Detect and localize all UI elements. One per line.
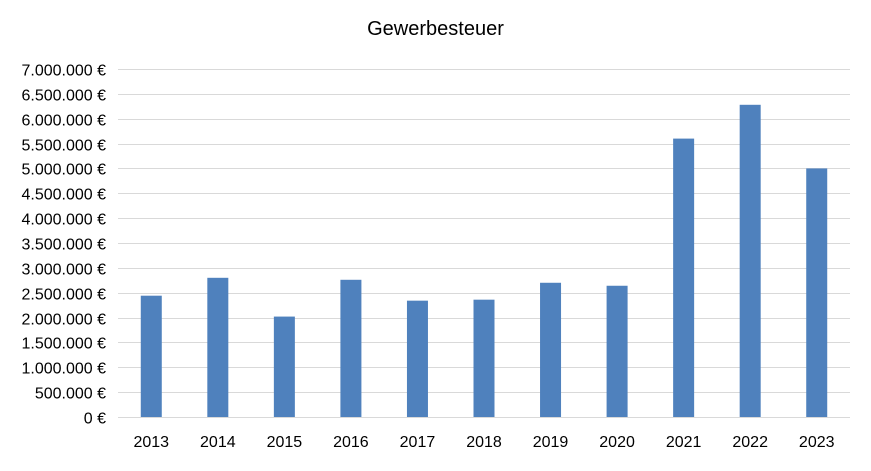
bar-2015: [273, 316, 295, 417]
bar-2019: [540, 282, 562, 417]
y-tick-label: 5.000.000 €: [21, 162, 106, 179]
x-tick-label: 2017: [400, 434, 436, 451]
y-tick-label: 6.500.000 €: [21, 88, 106, 105]
x-tick-label: 2022: [732, 434, 768, 451]
y-axis-tick-labels: 0 € 500.000 € 1.000.000 € 1.500.000 € 2.000.…: [21, 63, 106, 428]
y-tick-label: 7.000.000 €: [21, 63, 106, 80]
x-tick-label: 2021: [666, 434, 702, 451]
y-tick-label: 2.500.000 €: [21, 287, 106, 304]
bar-2017: [406, 300, 428, 417]
bar-2018: [473, 299, 495, 417]
x-tick-label: 2014: [200, 434, 236, 451]
x-tick-label: 2020: [599, 434, 635, 451]
x-tick-label: 2016: [333, 434, 369, 451]
chart-title: Gewerbesteuer: [367, 18, 504, 40]
y-tick-label: 1.500.000 €: [21, 336, 106, 353]
y-tick-label: 2.000.000 €: [21, 312, 106, 329]
y-tick-label: 4.500.000 €: [21, 187, 106, 204]
x-tick-label: 2023: [799, 434, 835, 451]
y-tick-label: 5.500.000 €: [21, 138, 106, 155]
x-tick-label: 2018: [466, 434, 502, 451]
bar-2021: [673, 138, 695, 417]
y-tick-label: 0 €: [84, 411, 106, 428]
bar-2013: [140, 295, 162, 417]
bar-2022: [739, 104, 761, 418]
bar-2016: [340, 279, 362, 417]
bar-2020: [606, 285, 628, 417]
y-tick-label: 3.500.000 €: [21, 237, 106, 254]
x-tick-label: 2019: [533, 434, 569, 451]
x-tick-label: 2015: [267, 434, 303, 451]
bar-series: [140, 104, 828, 418]
bar-2023: [806, 168, 828, 417]
y-tick-label: 500.000 €: [35, 386, 106, 403]
y-tick-label: 1.000.000 €: [21, 361, 106, 378]
y-tick-label: 6.000.000 €: [21, 113, 106, 130]
y-tick-label: 3.000.000 €: [21, 262, 106, 279]
y-tick-label: 4.000.000 €: [21, 212, 106, 229]
bar-2014: [207, 277, 229, 417]
x-tick-label: 2013: [133, 434, 169, 451]
x-axis-tick-labels: 2013 2014 2015 2016 2017 2018 2019 2020 2021 2022…: [133, 434, 834, 451]
